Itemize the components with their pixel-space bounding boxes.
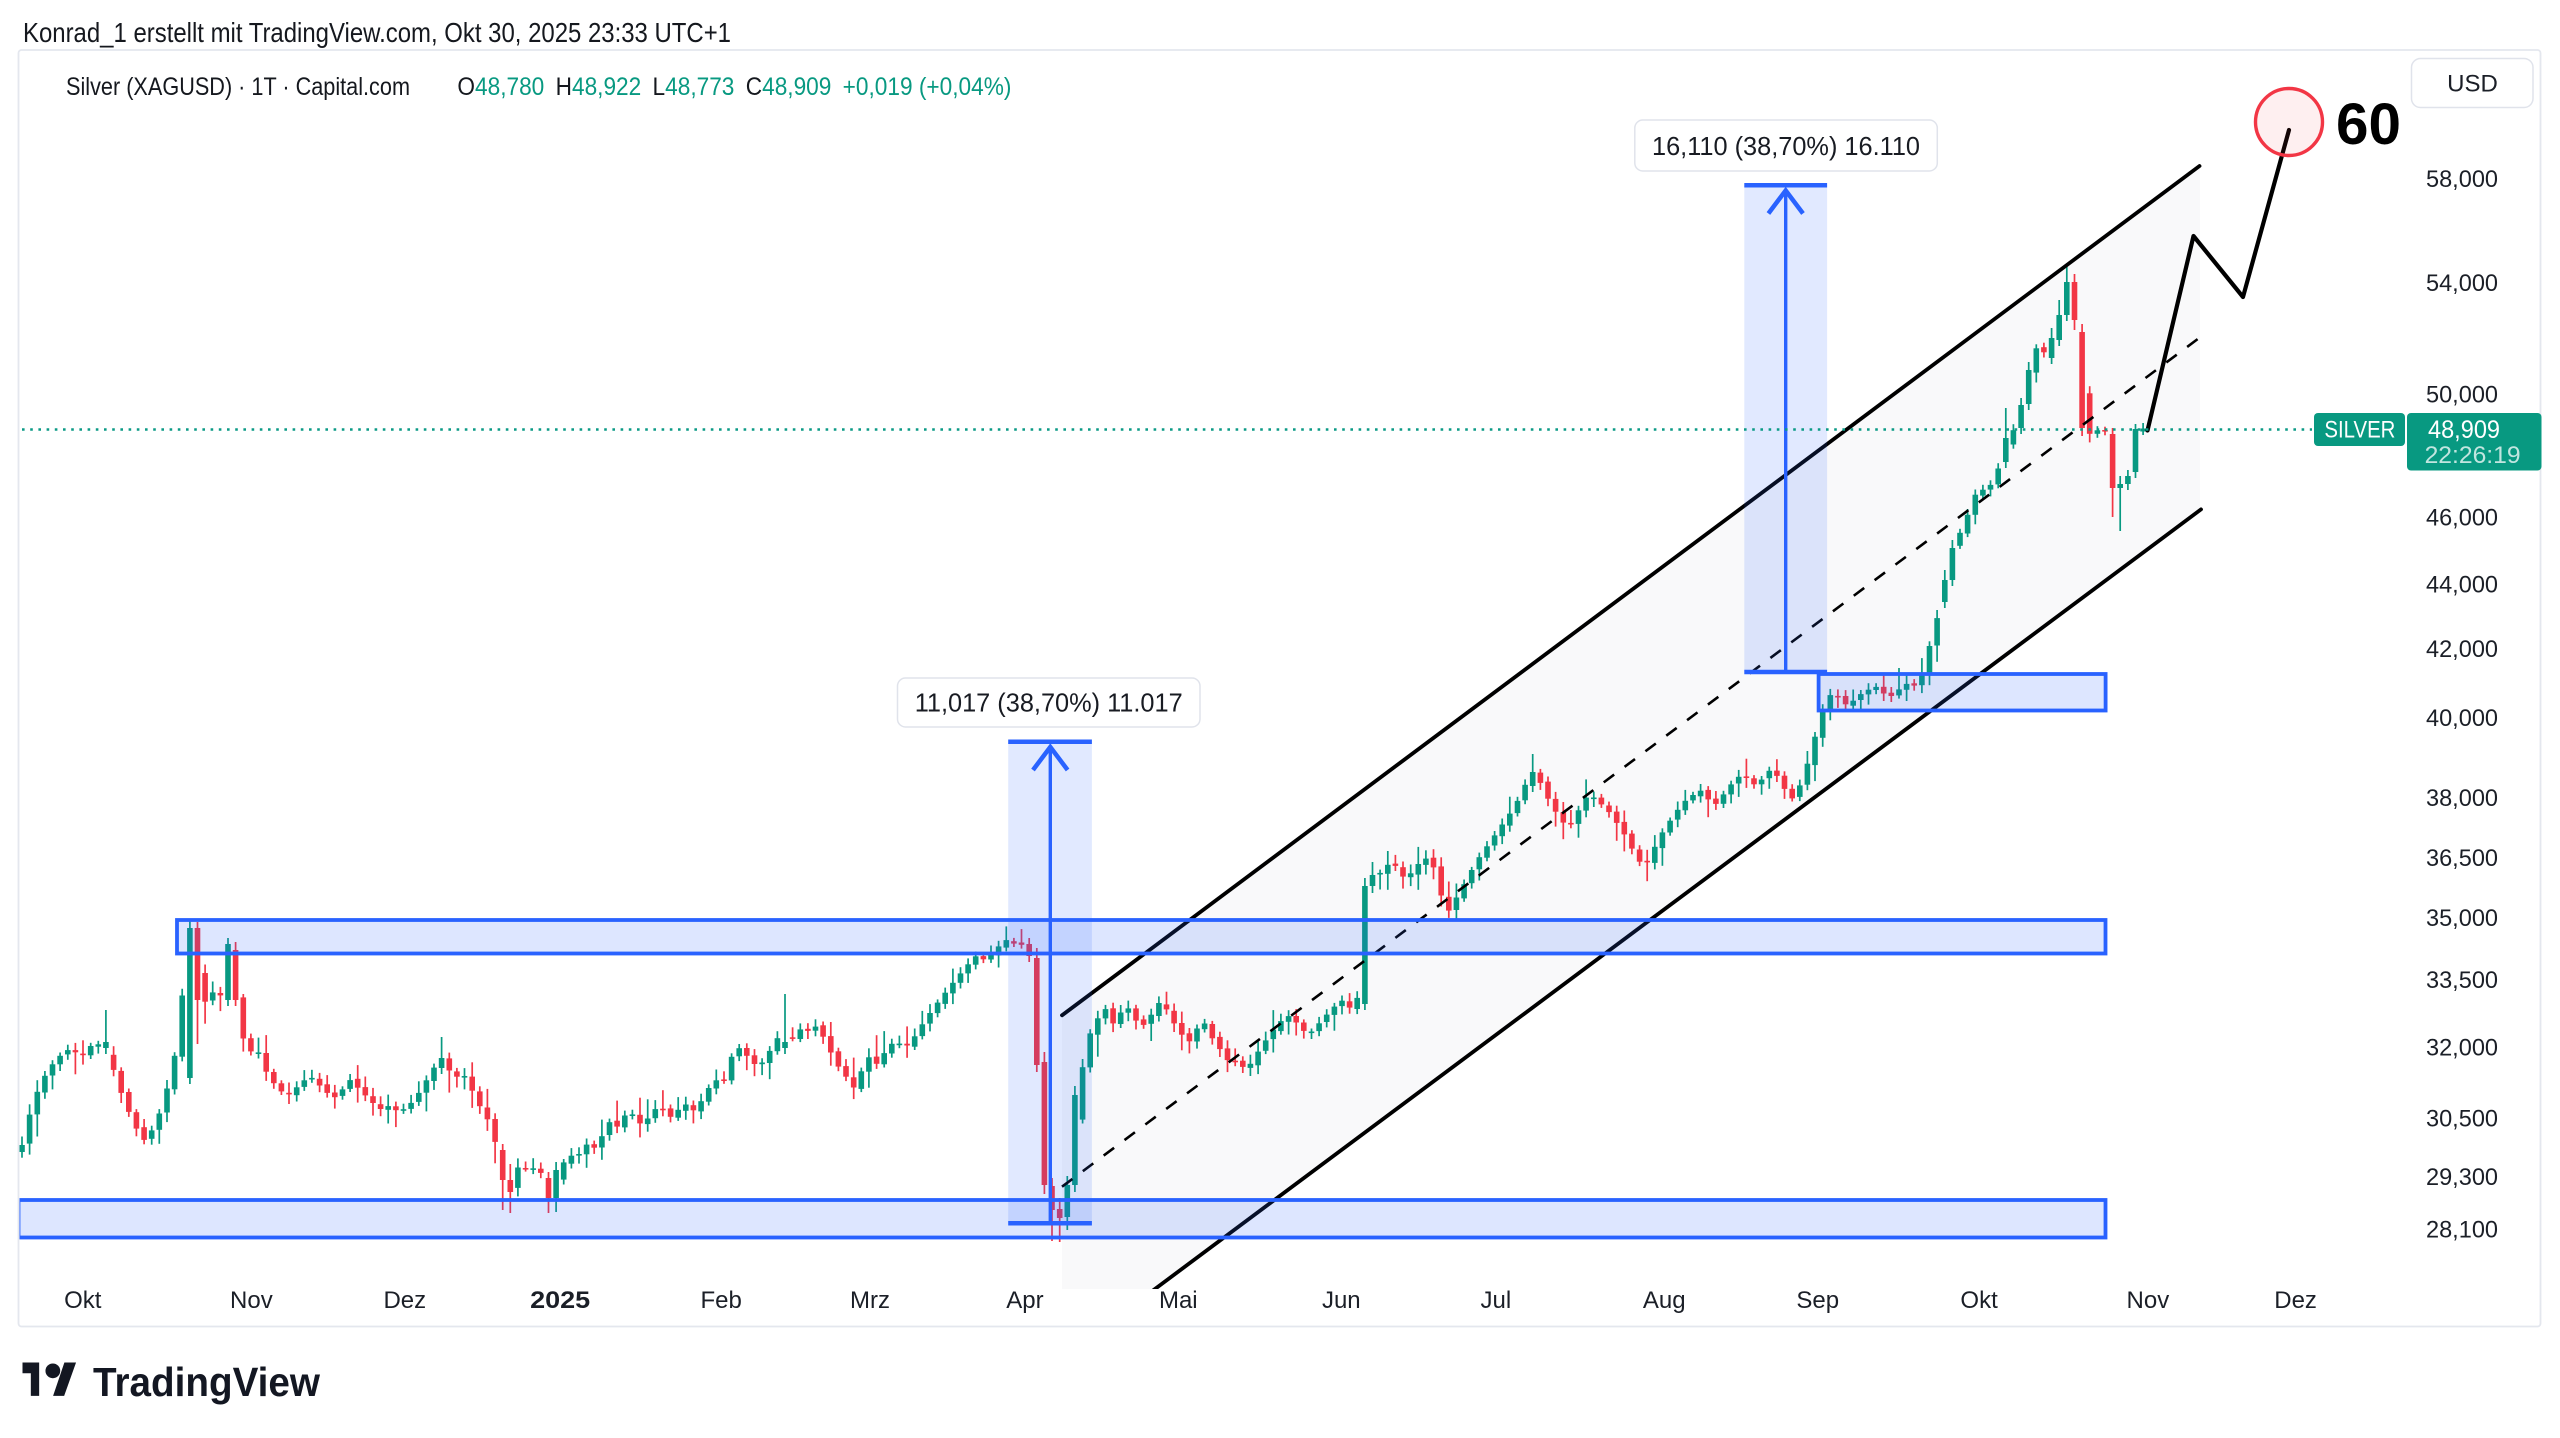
svg-text:Aug: Aug — [1643, 1287, 1686, 1314]
svg-text:Dez: Dez — [383, 1287, 426, 1314]
svg-text:50,000: 50,000 — [2426, 382, 2498, 409]
svg-text:30,500: 30,500 — [2426, 1106, 2498, 1133]
svg-text:Feb: Feb — [701, 1287, 742, 1314]
svg-text:Jun: Jun — [1322, 1287, 1361, 1314]
svg-text:USD: USD — [2447, 71, 2498, 98]
svg-text:Konrad_1 erstellt mit TradingV: Konrad_1 erstellt mit TradingView.com, O… — [23, 17, 731, 48]
svg-text:2025: 2025 — [530, 1287, 590, 1314]
svg-text:Nov: Nov — [2127, 1287, 2170, 1314]
svg-text:TradingView: TradingView — [93, 1359, 320, 1405]
svg-text:32,000: 32,000 — [2426, 1035, 2498, 1062]
svg-text:36,500: 36,500 — [2426, 845, 2498, 872]
svg-text:60: 60 — [2336, 92, 2401, 157]
svg-text:Dez: Dez — [2274, 1287, 2317, 1314]
svg-text:Okt: Okt — [64, 1287, 102, 1314]
svg-text:40,000: 40,000 — [2426, 705, 2498, 732]
svg-text:46,000: 46,000 — [2426, 505, 2498, 532]
svg-text:38,000: 38,000 — [2426, 785, 2498, 812]
svg-text:16,110 (38,70%) 16.110: 16,110 (38,70%) 16.110 — [1652, 131, 1920, 161]
svg-text:33,500: 33,500 — [2426, 967, 2498, 994]
svg-text:22:26:19: 22:26:19 — [2425, 442, 2521, 469]
svg-text:Jul: Jul — [1481, 1287, 1512, 1314]
svg-text:Silver (XAGUSD) · 1T · Capital: Silver (XAGUSD) · 1T · Capital.com — [66, 73, 410, 101]
svg-text:11,017 (38,70%) 11.017: 11,017 (38,70%) 11.017 — [915, 688, 1183, 718]
svg-text:Mrz: Mrz — [850, 1287, 890, 1314]
svg-text:48,909: 48,909 — [2428, 416, 2500, 444]
svg-text:Okt: Okt — [1960, 1287, 1998, 1314]
svg-text:Sep: Sep — [1796, 1287, 1839, 1314]
svg-text:O48,780 H48,922 L48,773 C48,90: O48,780 H48,922 L48,773 C48,909 +0,019 (… — [457, 73, 1011, 101]
svg-text:SILVER: SILVER — [2324, 417, 2395, 444]
svg-text:42,000: 42,000 — [2426, 636, 2498, 663]
svg-text:54,000: 54,000 — [2426, 270, 2498, 297]
svg-text:Apr: Apr — [1006, 1287, 1043, 1314]
svg-text:Mai: Mai — [1159, 1287, 1198, 1314]
svg-text:28,100: 28,100 — [2426, 1216, 2498, 1243]
svg-text:44,000: 44,000 — [2426, 571, 2498, 598]
svg-text:29,300: 29,300 — [2426, 1164, 2498, 1191]
svg-text:58,000: 58,000 — [2426, 166, 2498, 193]
svg-text:35,000: 35,000 — [2426, 905, 2498, 932]
svg-text:Nov: Nov — [230, 1287, 273, 1314]
